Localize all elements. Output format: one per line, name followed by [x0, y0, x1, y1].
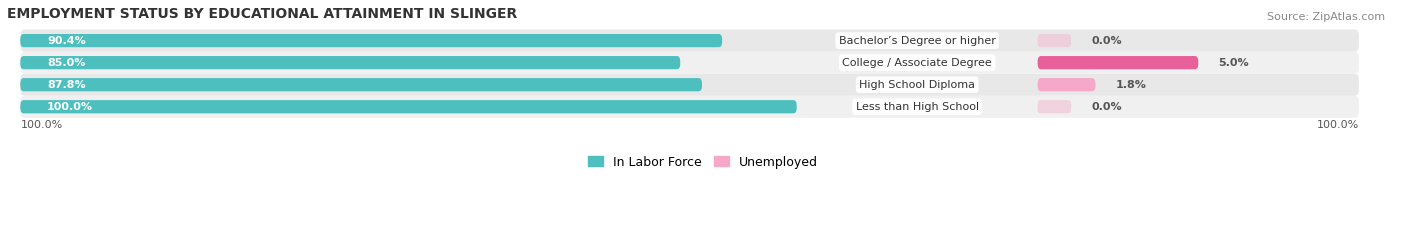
Legend: In Labor Force, Unemployed: In Labor Force, Unemployed	[583, 151, 823, 174]
FancyBboxPatch shape	[20, 34, 723, 47]
Text: 0.0%: 0.0%	[1091, 102, 1122, 112]
Text: Less than High School: Less than High School	[856, 102, 979, 112]
Text: 5.0%: 5.0%	[1219, 58, 1249, 68]
Text: 100.0%: 100.0%	[20, 120, 63, 130]
FancyBboxPatch shape	[20, 30, 1358, 52]
Text: EMPLOYMENT STATUS BY EDUCATIONAL ATTAINMENT IN SLINGER: EMPLOYMENT STATUS BY EDUCATIONAL ATTAINM…	[7, 7, 517, 21]
FancyBboxPatch shape	[20, 52, 1358, 74]
Text: 90.4%: 90.4%	[48, 36, 86, 46]
Text: College / Associate Degree: College / Associate Degree	[842, 58, 993, 68]
Text: 100.0%: 100.0%	[48, 102, 93, 112]
Text: High School Diploma: High School Diploma	[859, 80, 976, 90]
FancyBboxPatch shape	[20, 96, 1358, 118]
Text: 85.0%: 85.0%	[48, 58, 86, 68]
FancyBboxPatch shape	[20, 56, 681, 69]
Text: 1.8%: 1.8%	[1115, 80, 1146, 90]
FancyBboxPatch shape	[20, 78, 702, 91]
FancyBboxPatch shape	[20, 100, 797, 113]
Text: Bachelor’s Degree or higher: Bachelor’s Degree or higher	[839, 36, 995, 46]
FancyBboxPatch shape	[20, 74, 1358, 96]
FancyBboxPatch shape	[1038, 78, 1095, 91]
FancyBboxPatch shape	[1038, 100, 1071, 113]
FancyBboxPatch shape	[1038, 56, 1198, 69]
Text: Source: ZipAtlas.com: Source: ZipAtlas.com	[1267, 12, 1385, 22]
Text: 87.8%: 87.8%	[48, 80, 86, 90]
Text: 0.0%: 0.0%	[1091, 36, 1122, 46]
FancyBboxPatch shape	[1038, 34, 1071, 47]
Text: 100.0%: 100.0%	[1316, 120, 1358, 130]
